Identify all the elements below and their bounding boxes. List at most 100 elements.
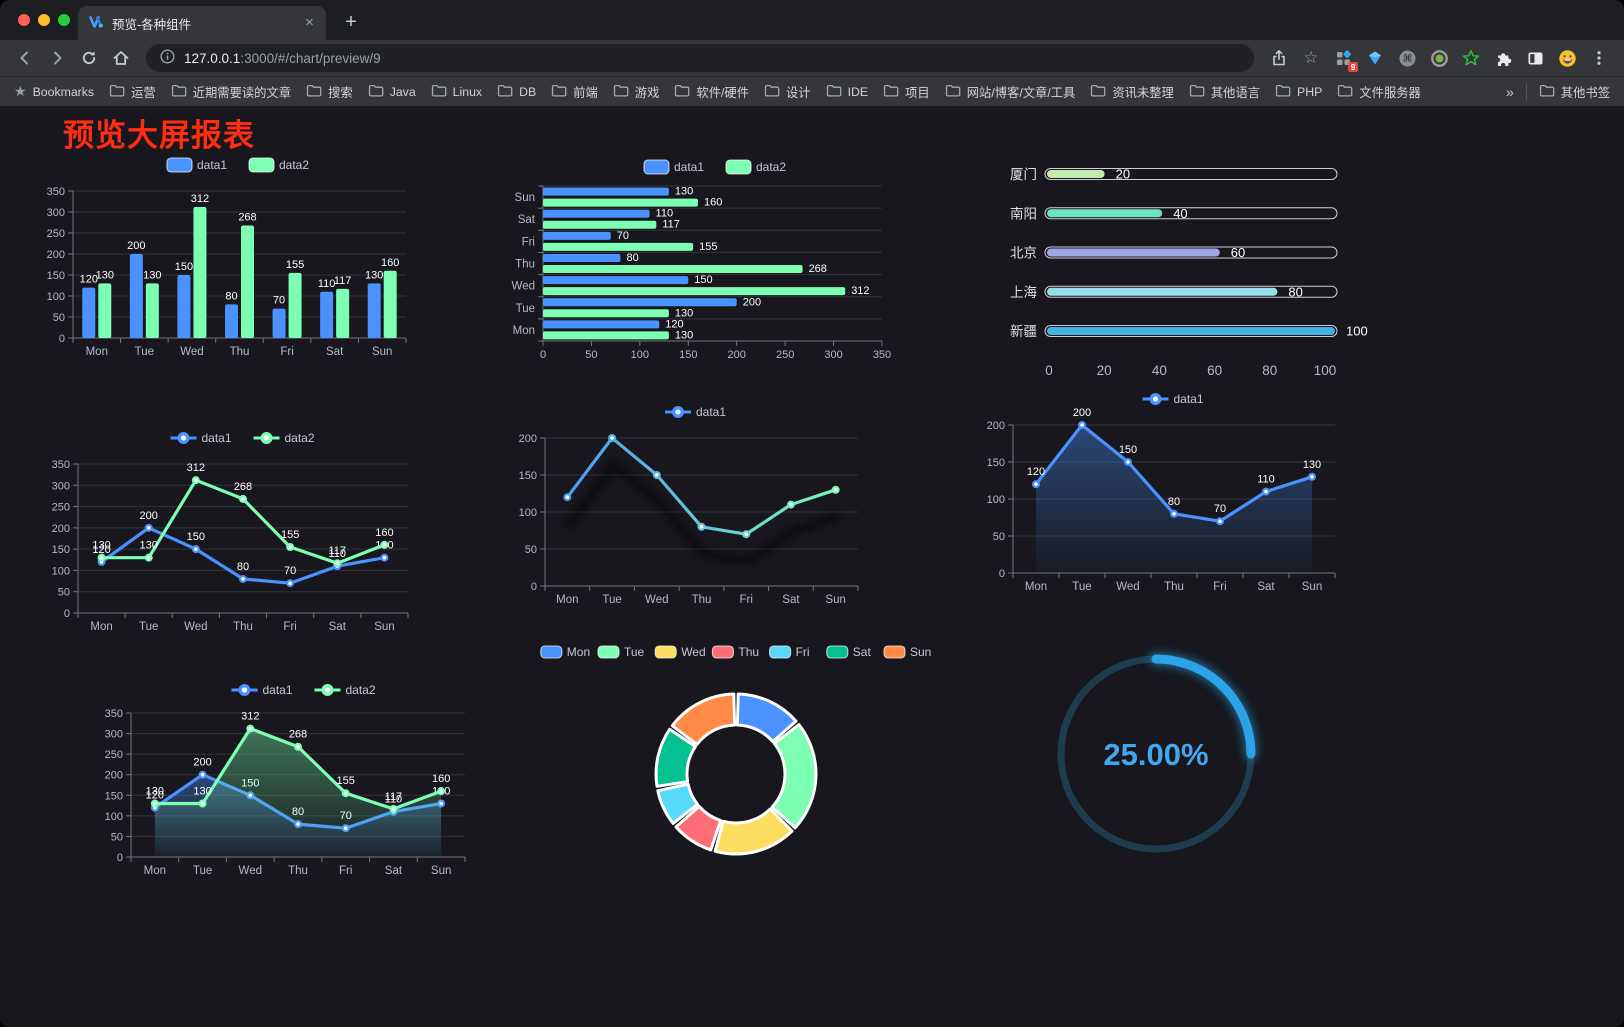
bookmark-folder-item[interactable]: PHP xyxy=(1275,84,1322,100)
chart-gradient-line[interactable]: data1 0 50 100 150 200 Mon Tue Wed Thu Fri Sat Sun xyxy=(505,401,870,613)
bookmarks-root-item[interactable]: ★ Bookmarks xyxy=(14,83,94,100)
emoji-extension-icon[interactable] xyxy=(1552,43,1582,73)
chart-donut[interactable]: Mon Tue Wed Thu Fri Sat Sun xyxy=(540,639,931,865)
series-data2[interactable]: 130 130 312 268 155 117 160 xyxy=(146,711,451,857)
capsule-row[interactable]: 厦门 20 xyxy=(1010,167,1338,183)
address-bar[interactable]: 127.0.0.1:3000/#/chart/preview/9 xyxy=(146,44,1254,72)
legend-item[interactable]: data1 xyxy=(170,431,232,445)
home-icon[interactable] xyxy=(106,43,136,73)
legend-item[interactable]: data2 xyxy=(253,431,315,445)
svg-text:130: 130 xyxy=(1303,459,1321,471)
donut-segment-Sat[interactable] xyxy=(654,727,697,788)
legend-item[interactable]: data1 xyxy=(665,405,726,419)
extension-badge: 9 xyxy=(1348,62,1358,72)
share-icon[interactable] xyxy=(1264,43,1294,73)
extension-grid-icon[interactable]: 9 xyxy=(1328,43,1358,73)
chart-blue-area[interactable]: data1 0 50 100 150 200 Mon Tue Wed Thu Fri Sat Sun 12… xyxy=(985,389,1345,599)
capsule-row[interactable]: 北京 60 xyxy=(1010,245,1338,261)
svg-text:300: 300 xyxy=(824,349,842,361)
bookmark-folder-item[interactable]: 设计 xyxy=(764,83,811,101)
legend-item[interactable]: data1 xyxy=(231,683,293,697)
legend-item[interactable]: Thu xyxy=(711,645,759,659)
gem-extension-icon[interactable] xyxy=(1360,43,1390,73)
svg-text:250: 250 xyxy=(776,349,794,361)
donut-segment-Sun[interactable] xyxy=(670,692,737,746)
svg-text:130: 130 xyxy=(140,540,158,552)
new-tab-button[interactable]: + xyxy=(336,7,366,37)
series-data2[interactable]: 130 130 312 268 155 117 160 xyxy=(543,197,870,342)
legend-item[interactable]: Tue xyxy=(597,645,645,659)
legend-item[interactable]: Wed xyxy=(654,645,706,659)
svg-text:Sat: Sat xyxy=(326,346,344,358)
bookmark-folder-item[interactable]: 资讯未整理 xyxy=(1090,83,1174,101)
legend-item[interactable]: Fri xyxy=(769,645,810,659)
legend-item[interactable]: Sun xyxy=(883,645,931,659)
bookmark-folder-item[interactable]: DB xyxy=(497,84,536,100)
bookmark-folder-item[interactable]: 搜索 xyxy=(306,83,353,101)
donut-segment-Tue[interactable] xyxy=(770,723,818,830)
minimize-window-button[interactable] xyxy=(38,14,50,26)
legend-item[interactable]: Sat xyxy=(826,645,872,659)
browser-menu-kebab-icon[interactable] xyxy=(1584,43,1614,73)
donut-segment-Wed[interactable] xyxy=(713,807,794,856)
bookmarks-overflow-chevron[interactable]: » xyxy=(1506,83,1514,100)
back-icon[interactable] xyxy=(10,43,40,73)
tab-close-icon[interactable]: × xyxy=(305,13,314,31)
legend-item[interactable]: data2 xyxy=(314,683,376,697)
bookmark-folder-item[interactable]: 近期需要读的文章 xyxy=(171,83,291,101)
bookmark-folder-item[interactable]: 前端 xyxy=(551,83,598,101)
close-window-button[interactable] xyxy=(18,14,30,26)
legend-item[interactable]: data1 xyxy=(643,159,704,175)
legend-item[interactable]: data2 xyxy=(248,157,309,173)
series-data2[interactable]: 130 130 312 268 155 117 160 xyxy=(96,193,400,338)
svg-text:南阳: 南阳 xyxy=(1010,206,1037,221)
axes: 0 50 100 150 200 250 300 350 Mon Tue Wed Thu Fri Sat S… xyxy=(512,185,891,361)
bookmark-folder-item[interactable]: 文件服务器 xyxy=(1337,83,1421,101)
bookmark-folder-item[interactable]: 软件/硬件 xyxy=(674,83,749,101)
chart-grouped-bar[interactable]: data1 data2 0 50 100 150 200 250 300 350 Mon Tue Wed… xyxy=(40,151,412,363)
legend-item[interactable]: data2 xyxy=(725,159,786,175)
bookmark-folder-item[interactable]: Linux xyxy=(431,84,482,100)
chart-two-line[interactable]: data1 data2 0 50 100 150 200 250 300 350 Mon Tue Wed… xyxy=(45,426,420,638)
star-extension-icon[interactable] xyxy=(1456,43,1486,73)
other-bookmarks-folder[interactable]: 其他书签 xyxy=(1539,83,1610,101)
forward-icon[interactable] xyxy=(42,43,72,73)
extensions-puzzle-icon[interactable] xyxy=(1488,43,1518,73)
command-extension-icon[interactable]: ⌘ xyxy=(1392,43,1422,73)
record-extension-icon[interactable] xyxy=(1424,43,1454,73)
capsule-row[interactable]: 南阳 40 xyxy=(1010,206,1338,222)
bookmark-folder-item[interactable]: 运营 xyxy=(109,83,156,101)
bookmark-folder-item[interactable]: IDE xyxy=(826,84,868,100)
legend-item[interactable]: data1 xyxy=(1142,392,1204,406)
folder-icon xyxy=(613,84,629,100)
bookmark-folder-item[interactable]: 网站/博客/文章/工具 xyxy=(945,83,1075,101)
capsule-row[interactable]: 新疆 100 xyxy=(1010,324,1368,340)
series-data1[interactable] xyxy=(563,434,843,566)
site-info-icon[interactable] xyxy=(160,49,175,67)
bookmark-star-icon[interactable]: ☆ xyxy=(1303,48,1319,67)
svg-text:80: 80 xyxy=(1288,284,1302,299)
bookmark-folder-item[interactable]: 游戏 xyxy=(613,83,659,101)
browser-tab[interactable]: 预览-各种组件 × xyxy=(78,6,326,40)
legend-item[interactable]: Mon xyxy=(540,645,590,659)
series-data2[interactable]: 130 130 312 268 155 117 160 xyxy=(92,462,394,568)
reload-icon[interactable] xyxy=(74,43,104,73)
legend-item[interactable]: data1 xyxy=(166,157,227,173)
zoom-window-button[interactable] xyxy=(58,14,70,26)
chart-horizontal-bar[interactable]: data1 data2 0 50 100 150 200 250 300 350 Mon Tue Wed… xyxy=(505,153,901,365)
donut-segment-Thu[interactable] xyxy=(674,804,723,852)
capsule-row[interactable]: 上海 80 xyxy=(1010,284,1338,300)
bookmark-folder-item[interactable]: 其他语言 xyxy=(1189,83,1260,101)
donut-segment-Mon[interactable] xyxy=(735,692,798,744)
side-panel-icon[interactable] xyxy=(1520,43,1550,73)
chart-gauge[interactable]: 25.00% xyxy=(1052,651,1264,863)
chart-capsule-bar[interactable]: 厦门 20 南阳 40 北京 60 上海 80 新疆 100 0 20 40 60 80 100 xyxy=(995,151,1373,389)
bookmark-folder-item[interactable]: Java xyxy=(368,84,416,100)
chart-two-area[interactable]: data1 data2 0 50 100 150 200 250 300 350 Mon Tue Wed… xyxy=(100,679,475,889)
bookmark-folder-item[interactable]: 项目 xyxy=(883,83,930,101)
donut-segment-Fri[interactable] xyxy=(656,782,699,825)
